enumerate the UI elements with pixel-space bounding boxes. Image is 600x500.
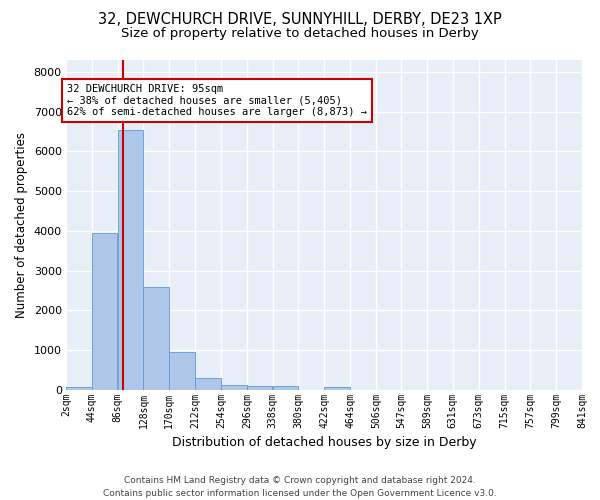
- Bar: [247, 386, 272, 390]
- Bar: [325, 387, 350, 390]
- Bar: [221, 385, 247, 390]
- Text: 32 DEWCHURCH DRIVE: 95sqm
← 38% of detached houses are smaller (5,405)
62% of se: 32 DEWCHURCH DRIVE: 95sqm ← 38% of detac…: [67, 84, 367, 117]
- Y-axis label: Number of detached properties: Number of detached properties: [15, 132, 28, 318]
- Text: 32, DEWCHURCH DRIVE, SUNNYHILL, DERBY, DE23 1XP: 32, DEWCHURCH DRIVE, SUNNYHILL, DERBY, D…: [98, 12, 502, 28]
- X-axis label: Distribution of detached houses by size in Derby: Distribution of detached houses by size …: [172, 436, 476, 450]
- Text: Size of property relative to detached houses in Derby: Size of property relative to detached ho…: [121, 28, 479, 40]
- Text: Contains HM Land Registry data © Crown copyright and database right 2024.
Contai: Contains HM Land Registry data © Crown c…: [103, 476, 497, 498]
- Bar: [66, 387, 92, 390]
- Bar: [118, 130, 143, 390]
- Bar: [169, 352, 195, 390]
- Bar: [143, 286, 169, 390]
- Bar: [195, 378, 221, 390]
- Bar: [92, 233, 118, 390]
- Bar: [272, 386, 298, 390]
